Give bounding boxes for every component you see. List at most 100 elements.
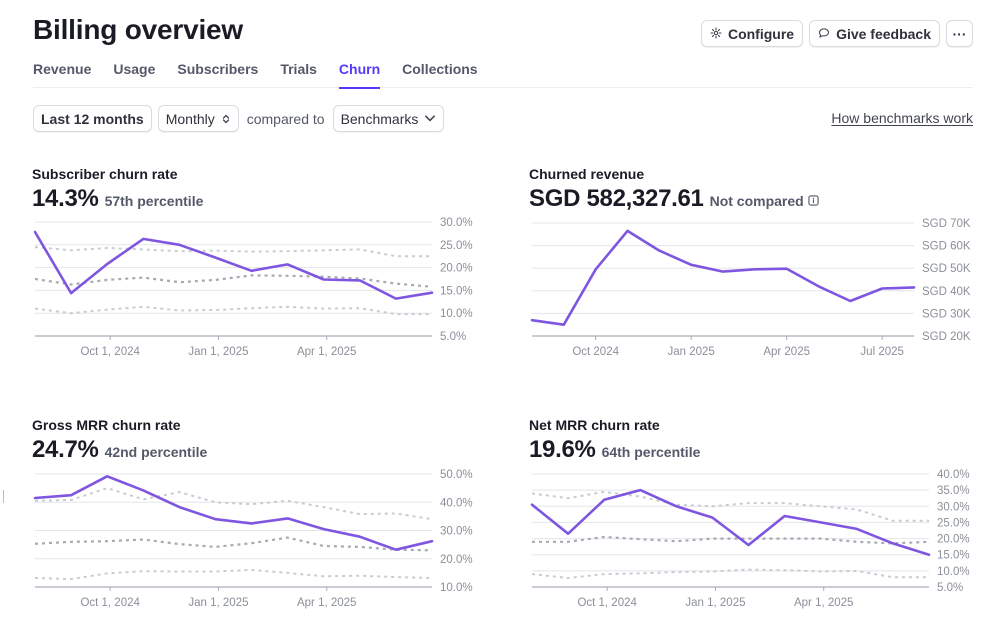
- benchmark-band-line: [531, 568, 929, 579]
- not-compared-label: Not compared: [710, 193, 819, 209]
- series-line: [530, 488, 931, 556]
- churned-revenue-card: Churned revenue SGD 582,327.61 Not compa…: [529, 166, 974, 358]
- y-tick-label: 25.0%: [937, 517, 970, 529]
- how-benchmarks-work-link[interactable]: How benchmarks work: [831, 110, 973, 126]
- y-tick-label: SGD 50K: [922, 263, 971, 275]
- chevron-down-icon: [424, 111, 436, 127]
- interval-select[interactable]: Monthly: [157, 105, 239, 132]
- x-tick-label: Apr 2025: [763, 346, 810, 358]
- tab-collections[interactable]: Collections: [402, 61, 478, 77]
- tab-bar: Revenue Usage Subscribers Trials Churn C…: [33, 61, 973, 89]
- headline-value: SGD 582,327.61: [529, 185, 704, 212]
- benchmark-median-line: [34, 536, 433, 552]
- series-line: [33, 230, 434, 300]
- tab-revenue[interactable]: Revenue: [33, 61, 92, 77]
- y-tick-label: SGD 70K: [922, 218, 971, 230]
- benchmark-band-line: [34, 569, 433, 581]
- x-tick-label: Jan 1, 2025: [188, 346, 248, 358]
- percentile-label: 42nd percentile: [104, 444, 208, 460]
- chevron-up-down-icon: [221, 111, 231, 127]
- speech-bubble-icon: [818, 26, 830, 42]
- chart-title: Gross MRR churn rate: [32, 417, 181, 433]
- give-feedback-label: Give feedback: [836, 25, 931, 42]
- more-options-button[interactable]: ···: [946, 20, 973, 47]
- date-range-label: Last 12 months: [41, 110, 144, 127]
- headline-value: 19.6%: [529, 436, 596, 463]
- x-tick-label: Oct 1, 2024: [80, 346, 140, 358]
- headline-value: 24.7%: [32, 436, 99, 463]
- x-tick-label: Oct 1, 2024: [577, 597, 637, 609]
- date-range-button[interactable]: Last 12 months: [33, 105, 152, 132]
- scroll-indicator: [3, 490, 4, 503]
- compared-to-label: compared to: [246, 110, 325, 127]
- y-tick-label: 10.0%: [440, 582, 473, 594]
- y-tick-label: 25.0%: [440, 240, 473, 252]
- net-mrr-churn-chart[interactable]: 40.0% 35.0% 30.0% 25.0% 20.0% 15.0% 10.0% 5.0% O…: [529, 469, 979, 614]
- tab-trials[interactable]: Trials: [280, 61, 317, 77]
- gross-mrr-churn-chart[interactable]: 50.0% 40.0% 30.0% 20.0% 10.0% Oct 1, 2024 Jan …: [32, 469, 482, 614]
- x-tick-label: Oct 2024: [572, 346, 619, 358]
- y-tick-label: SGD 20K: [922, 331, 971, 343]
- interval-label: Monthly: [165, 110, 215, 127]
- comparison-label: Benchmarks: [340, 110, 419, 127]
- y-tick-label: SGD 60K: [922, 241, 971, 253]
- configure-button[interactable]: Configure: [700, 20, 804, 47]
- y-tick-label: 35.0%: [937, 485, 970, 497]
- y-tick-label: 30.0%: [937, 501, 970, 513]
- y-tick-label: 5.0%: [440, 331, 466, 343]
- y-tick-label: 40.0%: [440, 497, 473, 509]
- y-tick-label: 50.0%: [440, 469, 473, 481]
- percentile-label: 57th percentile: [104, 193, 204, 209]
- y-tick-label: 20.0%: [937, 534, 970, 546]
- y-tick-label: 15.0%: [440, 285, 473, 297]
- chart-title: Net MRR churn rate: [529, 417, 660, 433]
- subscriber-churn-card: Subscriber churn rate 14.3% 57th percent…: [32, 166, 477, 358]
- y-tick-label: 30.0%: [440, 526, 473, 538]
- benchmark-median-line: [532, 535, 930, 545]
- x-tick-label: Apr 1, 2025: [297, 346, 356, 358]
- filter-bar: Last 12 months Monthly compared to Bench…: [33, 105, 445, 132]
- x-tick-label: Jul 2025: [860, 346, 903, 358]
- gear-icon: [710, 26, 722, 42]
- y-tick-label: 20.0%: [440, 263, 473, 275]
- benchmark-band-line: [34, 305, 432, 316]
- y-tick-label: SGD 40K: [922, 286, 971, 298]
- benchmark-band-line: [34, 246, 432, 258]
- y-tick-label: 15.0%: [937, 550, 970, 562]
- churned-revenue-chart[interactable]: SGD 70K SGD 60K SGD 50K SGD 40K SGD 30K SGD 2…: [529, 218, 979, 363]
- y-tick-label: 30.0%: [440, 217, 473, 229]
- page-title: Billing overview: [33, 14, 243, 45]
- tab-churn[interactable]: Churn: [338, 61, 381, 89]
- y-tick-label: 5.0%: [937, 582, 963, 594]
- net-mrr-churn-card: Net MRR churn rate 19.6% 64th percentile…: [529, 417, 974, 609]
- x-tick-label: Jan 1, 2025: [685, 597, 745, 609]
- info-icon[interactable]: [808, 193, 819, 209]
- benchmark-band-line: [34, 487, 433, 521]
- y-tick-label: 40.0%: [937, 469, 970, 481]
- chart-title: Subscriber churn rate: [32, 166, 178, 182]
- configure-label: Configure: [727, 25, 795, 42]
- chart-title: Churned revenue: [529, 166, 645, 182]
- subscriber-churn-chart[interactable]: 30.0% 25.0% 20.0% 15.0% 10.0% 5.0% Oct 1, 2024…: [32, 217, 482, 363]
- ellipsis-icon: ···: [952, 25, 967, 42]
- gross-mrr-churn-card: Gross MRR churn rate 24.7% 42nd percenti…: [32, 417, 477, 609]
- x-tick-label: Jan 2025: [668, 346, 715, 358]
- y-tick-label: 10.0%: [440, 308, 473, 320]
- x-tick-label: Apr 1, 2025: [297, 597, 356, 609]
- tab-subscribers[interactable]: Subscribers: [177, 61, 259, 77]
- y-tick-label: 20.0%: [440, 554, 473, 566]
- percentile-label: 64th percentile: [601, 444, 701, 460]
- benchmark-median-line: [34, 274, 433, 288]
- series-line: [530, 229, 916, 326]
- x-tick-label: Oct 1, 2024: [80, 597, 140, 609]
- give-feedback-button[interactable]: Give feedback: [809, 20, 940, 47]
- series-line: [33, 475, 434, 551]
- headline-value: 14.3%: [32, 185, 99, 212]
- comparison-select[interactable]: Benchmarks: [332, 105, 445, 132]
- header-actions: Configure Give feedback ···: [700, 20, 973, 47]
- tab-usage[interactable]: Usage: [113, 61, 156, 77]
- y-tick-label: 10.0%: [937, 566, 970, 578]
- x-tick-label: Apr 1, 2025: [794, 597, 853, 609]
- y-tick-label: SGD 30K: [922, 308, 971, 320]
- x-tick-label: Jan 1, 2025: [188, 597, 248, 609]
